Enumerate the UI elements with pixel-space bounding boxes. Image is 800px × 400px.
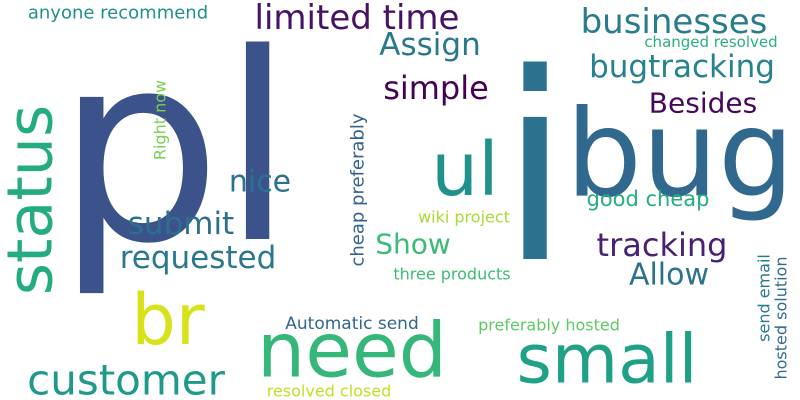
word-wiki-project: wiki project: [418, 208, 510, 227]
word-bugtracking: bugtracking: [589, 49, 775, 85]
word-status: status: [0, 105, 67, 296]
word-changed-resolved: changed resolved: [644, 33, 777, 51]
word-simple: simple: [383, 69, 489, 107]
word-businesses: businesses: [581, 2, 768, 42]
word-i: i: [499, 19, 571, 321]
word-ul: ul: [431, 127, 498, 213]
word-anyone-recommend: anyone recommend: [28, 3, 208, 24]
word-customer: customer: [27, 356, 226, 400]
word-limited-time: limited time: [255, 0, 460, 38]
word-automatic-send: Automatic send: [285, 314, 418, 334]
word-submit: submit: [128, 206, 234, 242]
word-three-products: three products: [393, 265, 510, 284]
word-br: br: [131, 279, 204, 361]
word-hosted-solution: hosted solution: [772, 257, 791, 380]
word-send-email: send email: [755, 254, 774, 342]
word-small: small: [516, 321, 697, 400]
word-bug: bug: [566, 86, 794, 225]
word-cheap-preferably: cheap preferably: [348, 113, 369, 266]
word-besides: Besides: [649, 87, 757, 120]
word-right-now: Right now: [151, 80, 170, 160]
word-preferably-hosted: preferably hosted: [478, 316, 620, 335]
word-requested: requested: [120, 240, 277, 276]
word-pl: pl: [56, 0, 293, 301]
word-assign: Assign: [379, 27, 480, 63]
word-show: Show: [375, 228, 451, 261]
word-nice: nice: [229, 165, 291, 200]
word-tracking: tracking: [597, 226, 728, 264]
word-resolved-closed: resolved closed: [267, 382, 392, 400]
word-allow: Allow: [629, 258, 709, 293]
word-good-cheap: good cheap: [586, 187, 709, 211]
word-need: need: [257, 306, 447, 395]
